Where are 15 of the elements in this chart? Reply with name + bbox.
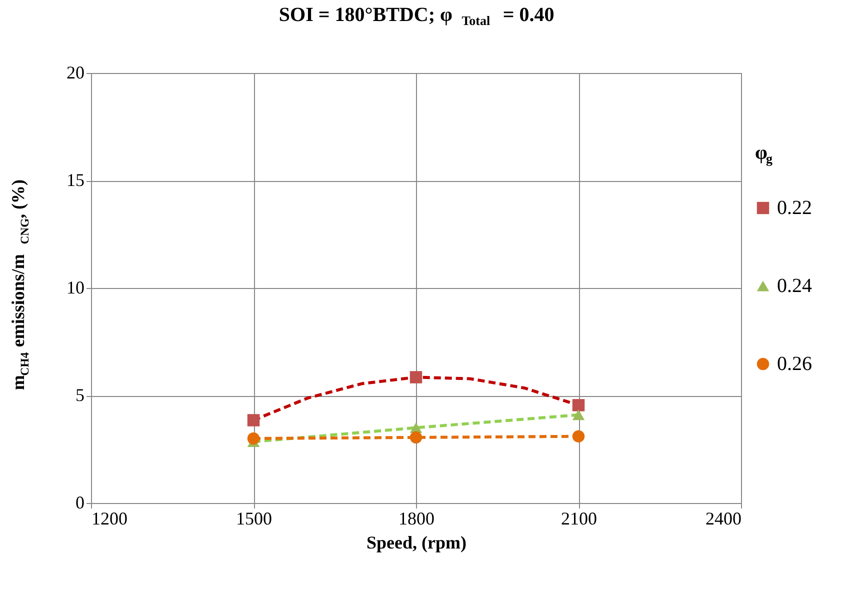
y-tick-label: 5 [76,385,84,405]
x-tick-label: 1200 [92,508,128,528]
x-tick-label: 1500 [236,508,272,528]
y-axis-title: mCH4 emissions/mCNG, (%) [8,179,32,390]
x-tick-label: 2100 [561,508,597,528]
y-tick-label: 20 [66,62,84,82]
legend-label: 0.24 [777,275,812,297]
x-tick-label: 1800 [398,508,434,528]
x-axis-title: Speed, (rpm) [366,532,466,552]
legend-label: 0.26 [777,353,812,375]
y-tick-label: 10 [66,278,84,298]
y-tick-label: 15 [66,170,84,190]
x-tick-label: 2400 [706,508,742,528]
legend-label: 0.22 [777,197,812,219]
y-tick-label: 0 [76,492,84,512]
